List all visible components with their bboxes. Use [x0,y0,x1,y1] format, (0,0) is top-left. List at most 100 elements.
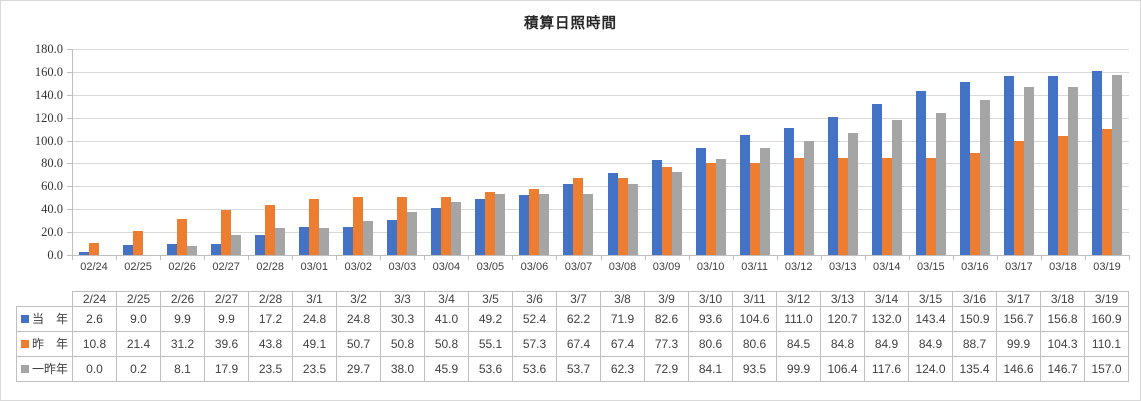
legend-key-icon [21,365,29,373]
table-value-cell: 93.6 [688,306,733,332]
x-tick-mark [820,256,822,260]
bar-series3-02/28 [275,228,286,255]
y-tick-mark [67,49,72,50]
table-value-cell: 156.8 [1040,306,1085,332]
table-value-cell: 84.9 [908,331,953,357]
bar-series3-02/26 [187,245,198,255]
bar-series3-03/07 [583,193,594,255]
bar-series3-03/09 [671,171,682,255]
bar-series2-03/04 [441,196,452,255]
bar-series2-02/25 [133,230,144,255]
y-tick-label: 80.0 [41,156,63,171]
bar-series2-03/02 [353,196,364,255]
x-tick-label: 03/14 [873,261,901,273]
table-date-header: 3/7 [556,291,601,307]
bar-series1-03/16 [959,82,970,255]
table-value-cell: 150.9 [952,306,997,332]
bar-series3-03/10 [715,158,726,255]
x-tick-label: 02/25 [124,261,152,273]
table-value-cell: 93.5 [732,356,777,382]
bar-series1-03/01 [299,226,310,255]
x-tick-mark [1040,256,1042,260]
bar-series1-03/09 [651,160,662,255]
x-tick-mark [468,256,470,260]
x-tick-label: 03/12 [784,261,813,273]
table-date-header: 3/3 [380,291,425,307]
bar-series3-03/15 [935,113,946,255]
bar-series1-03/08 [607,172,618,255]
table-value-cell: 53.7 [556,356,601,382]
chart-title: 積算日照時間 [524,16,617,32]
table-value-cell: 52.4 [512,306,557,332]
x-tick-mark [248,256,250,260]
table-value-cell: 104.3 [1040,331,1085,357]
table-series-row-2: 昨 年 10.8 21.4 31.2 39.6 43.8 49.1 50.7 50.8 50.8 5… [16,331,1129,357]
bar-series3-03/17 [1023,87,1034,255]
table-value-cell: 50.8 [380,331,425,357]
table-date-header: 2/26 [160,291,205,307]
x-tick-mark [72,256,73,260]
y-tick-mark [67,232,72,234]
bar-series1-03/04 [431,208,442,255]
series-row-header: 昨 年 [16,331,73,357]
bar-series3-03/06 [539,193,550,255]
x-tick-label: 03/06 [520,261,549,273]
y-tick-mark [67,209,72,211]
table-value-cell: 88.7 [952,331,997,357]
table-value-cell: 106.4 [820,356,865,382]
x-tick-label: 03/04 [432,261,461,273]
bar-series1-03/18 [1047,75,1058,255]
table-value-cell: 55.1 [468,331,513,357]
bar-series2-03/05 [485,191,496,255]
table-value-cell: 84.5 [776,331,821,357]
table-series-row-1: 当 年 2.6 9.0 9.9 9.9 17.2 24.8 24.8 30.3 41.0 49.2 5… [16,306,1129,332]
y-tick-mark [67,117,72,119]
major-gridline [72,117,1129,119]
bar-series2-03/11 [749,162,760,255]
table-value-cell: 21.4 [116,331,161,357]
data-table: 2/24 2/25 2/26 2/27 2/28 3/1 3/2 3/3 3/4 3/5 3/6 3/… [16,291,1129,382]
x-tick-label: 02/26 [168,261,196,273]
x-tick-mark [600,256,602,260]
table-date-header: 3/15 [908,291,953,307]
table-value-cell: 17.2 [248,306,293,332]
table-value-cell: 2.6 [72,306,117,332]
bar-series1-02/27 [211,243,222,255]
table-value-cell: 0.0 [72,356,117,382]
x-tick-mark [160,256,162,260]
bar-series2-03/10 [705,162,716,255]
table-value-cell: 111.0 [776,306,821,332]
table-value-cell: 53.6 [512,356,557,382]
bar-series1-03/05 [475,198,486,255]
bar-series2-02/24 [89,242,100,255]
table-value-cell: 120.7 [820,306,865,332]
bar-series1-03/12 [783,127,794,255]
table-date-header: 3/11 [732,291,777,307]
bar-series2-03/12 [793,158,804,255]
major-gridline [72,140,1129,142]
table-value-cell: 84.9 [864,331,909,357]
y-tick-mark [67,71,72,73]
bar-series1-02/24 [79,252,90,255]
x-tick-label: 02/28 [256,261,284,273]
x-tick-label: 03/02 [344,261,373,273]
table-value-cell: 49.2 [468,306,513,332]
x-tick-mark [556,256,558,260]
table-value-cell: 99.9 [996,331,1041,357]
bar-series3-02/27 [231,234,242,255]
y-tick-label: 20.0 [41,225,63,240]
table-value-cell: 10.8 [72,331,117,357]
table-value-cell: 157.0 [1084,356,1129,382]
table-value-cell: 80.6 [688,331,733,357]
bar-series3-03/08 [627,183,638,255]
bar-series2-03/03 [397,196,408,255]
major-gridline [72,71,1129,73]
x-tick-mark [116,256,118,260]
y-tick-label: 120.0 [34,110,63,125]
table-value-cell: 8.1 [160,356,205,382]
x-tick-mark [512,256,514,260]
table-value-cell: 80.6 [732,331,777,357]
major-gridline [72,94,1129,96]
x-tick-mark [380,256,382,260]
